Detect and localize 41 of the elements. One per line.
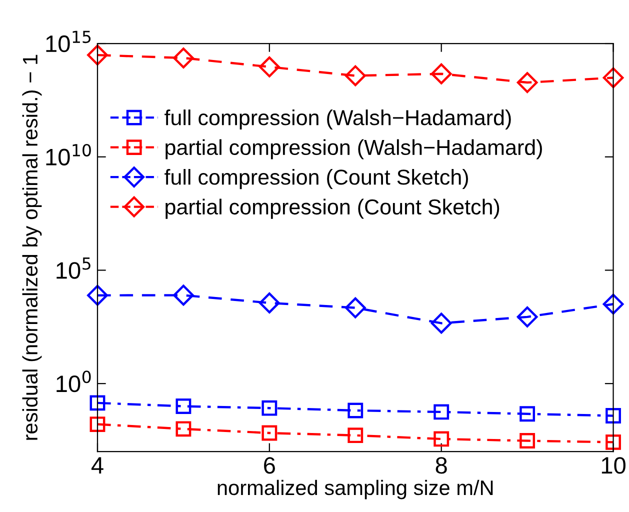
legend-label: partial compression (Walsh−Hadamard)	[166, 139, 542, 160]
y-tick-label: 10$^{10}$	[46, 144, 91, 166]
point	[262, 400, 278, 416]
point	[176, 421, 192, 437]
point	[90, 416, 106, 432]
point	[434, 404, 450, 420]
point	[516, 306, 538, 328]
point	[520, 406, 536, 422]
point	[606, 408, 621, 424]
point	[90, 395, 106, 411]
y-axis-title: residual (normalized by optimal resid.) − 1	[22, 54, 42, 440]
point	[602, 294, 624, 315]
legend-label: partial compression (Count Sketch)	[166, 198, 500, 219]
y-tick-label: 10$^{5}$	[56, 258, 90, 279]
x-tick-label: 4	[91, 457, 104, 474]
point	[344, 297, 366, 318]
point	[430, 312, 452, 334]
point	[430, 63, 452, 84]
point	[520, 433, 536, 448]
point	[348, 428, 364, 444]
point	[258, 292, 280, 314]
x-tick-label: 8	[436, 457, 447, 474]
point	[434, 431, 450, 447]
point	[176, 398, 192, 414]
point	[87, 44, 108, 66]
point	[344, 65, 366, 86]
point	[87, 284, 108, 306]
point	[173, 48, 194, 68]
point	[258, 56, 280, 78]
point	[516, 72, 538, 93]
point	[348, 402, 364, 418]
legend-label: full compression (Walsh−Hadamard)	[164, 109, 511, 130]
point	[173, 284, 194, 306]
x-axis-title: normalized sampling size m/N	[218, 480, 493, 500]
x-tick-label: 6	[264, 457, 275, 474]
y-tick-label: 10$^{15}$	[46, 30, 91, 52]
x-tick-label: 10	[602, 457, 626, 474]
point	[602, 67, 624, 88]
point	[262, 425, 278, 441]
legend-label: full compression (Count Sketch)	[164, 168, 468, 190]
y-tick-label: 10$^{0}$	[56, 370, 91, 392]
